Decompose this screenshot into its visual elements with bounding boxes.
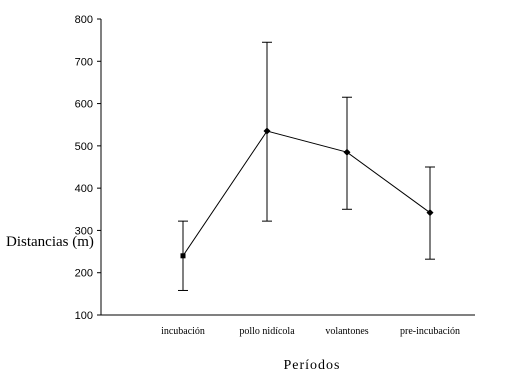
y-ticks: 100 200 300 400 500 600 700 800: [75, 14, 101, 322]
y-tick-label: 300: [75, 225, 93, 237]
data-point: [426, 209, 434, 217]
data-point: [263, 127, 271, 135]
error-bars: [178, 41, 435, 291]
y-tick-label: 700: [75, 56, 93, 68]
x-ticks: incubación pollo nidícola volantones pre-in…: [161, 326, 460, 337]
chart-axes: [100, 19, 475, 316]
x-tick-label: pollo nidícola: [239, 326, 295, 337]
series-line: [182, 130, 431, 257]
data-points: [180, 127, 434, 259]
y-axis-title: Distancias (m): [6, 234, 94, 250]
y-tick-label: 400: [75, 183, 93, 195]
x-tick-label: pre-incubación: [400, 326, 460, 337]
x-tick-label: incubación: [161, 326, 205, 337]
x-axis-title: Períodos: [284, 358, 341, 372]
data-point: [343, 148, 351, 156]
y-tick-label: 200: [75, 268, 93, 280]
y-tick-label: 600: [75, 99, 93, 111]
y-tick-label: 100: [75, 310, 93, 322]
x-tick-label: volantones: [325, 326, 368, 337]
y-tick-label: 500: [75, 141, 93, 153]
y-tick-label: 800: [75, 14, 93, 26]
data-point: [180, 253, 186, 259]
